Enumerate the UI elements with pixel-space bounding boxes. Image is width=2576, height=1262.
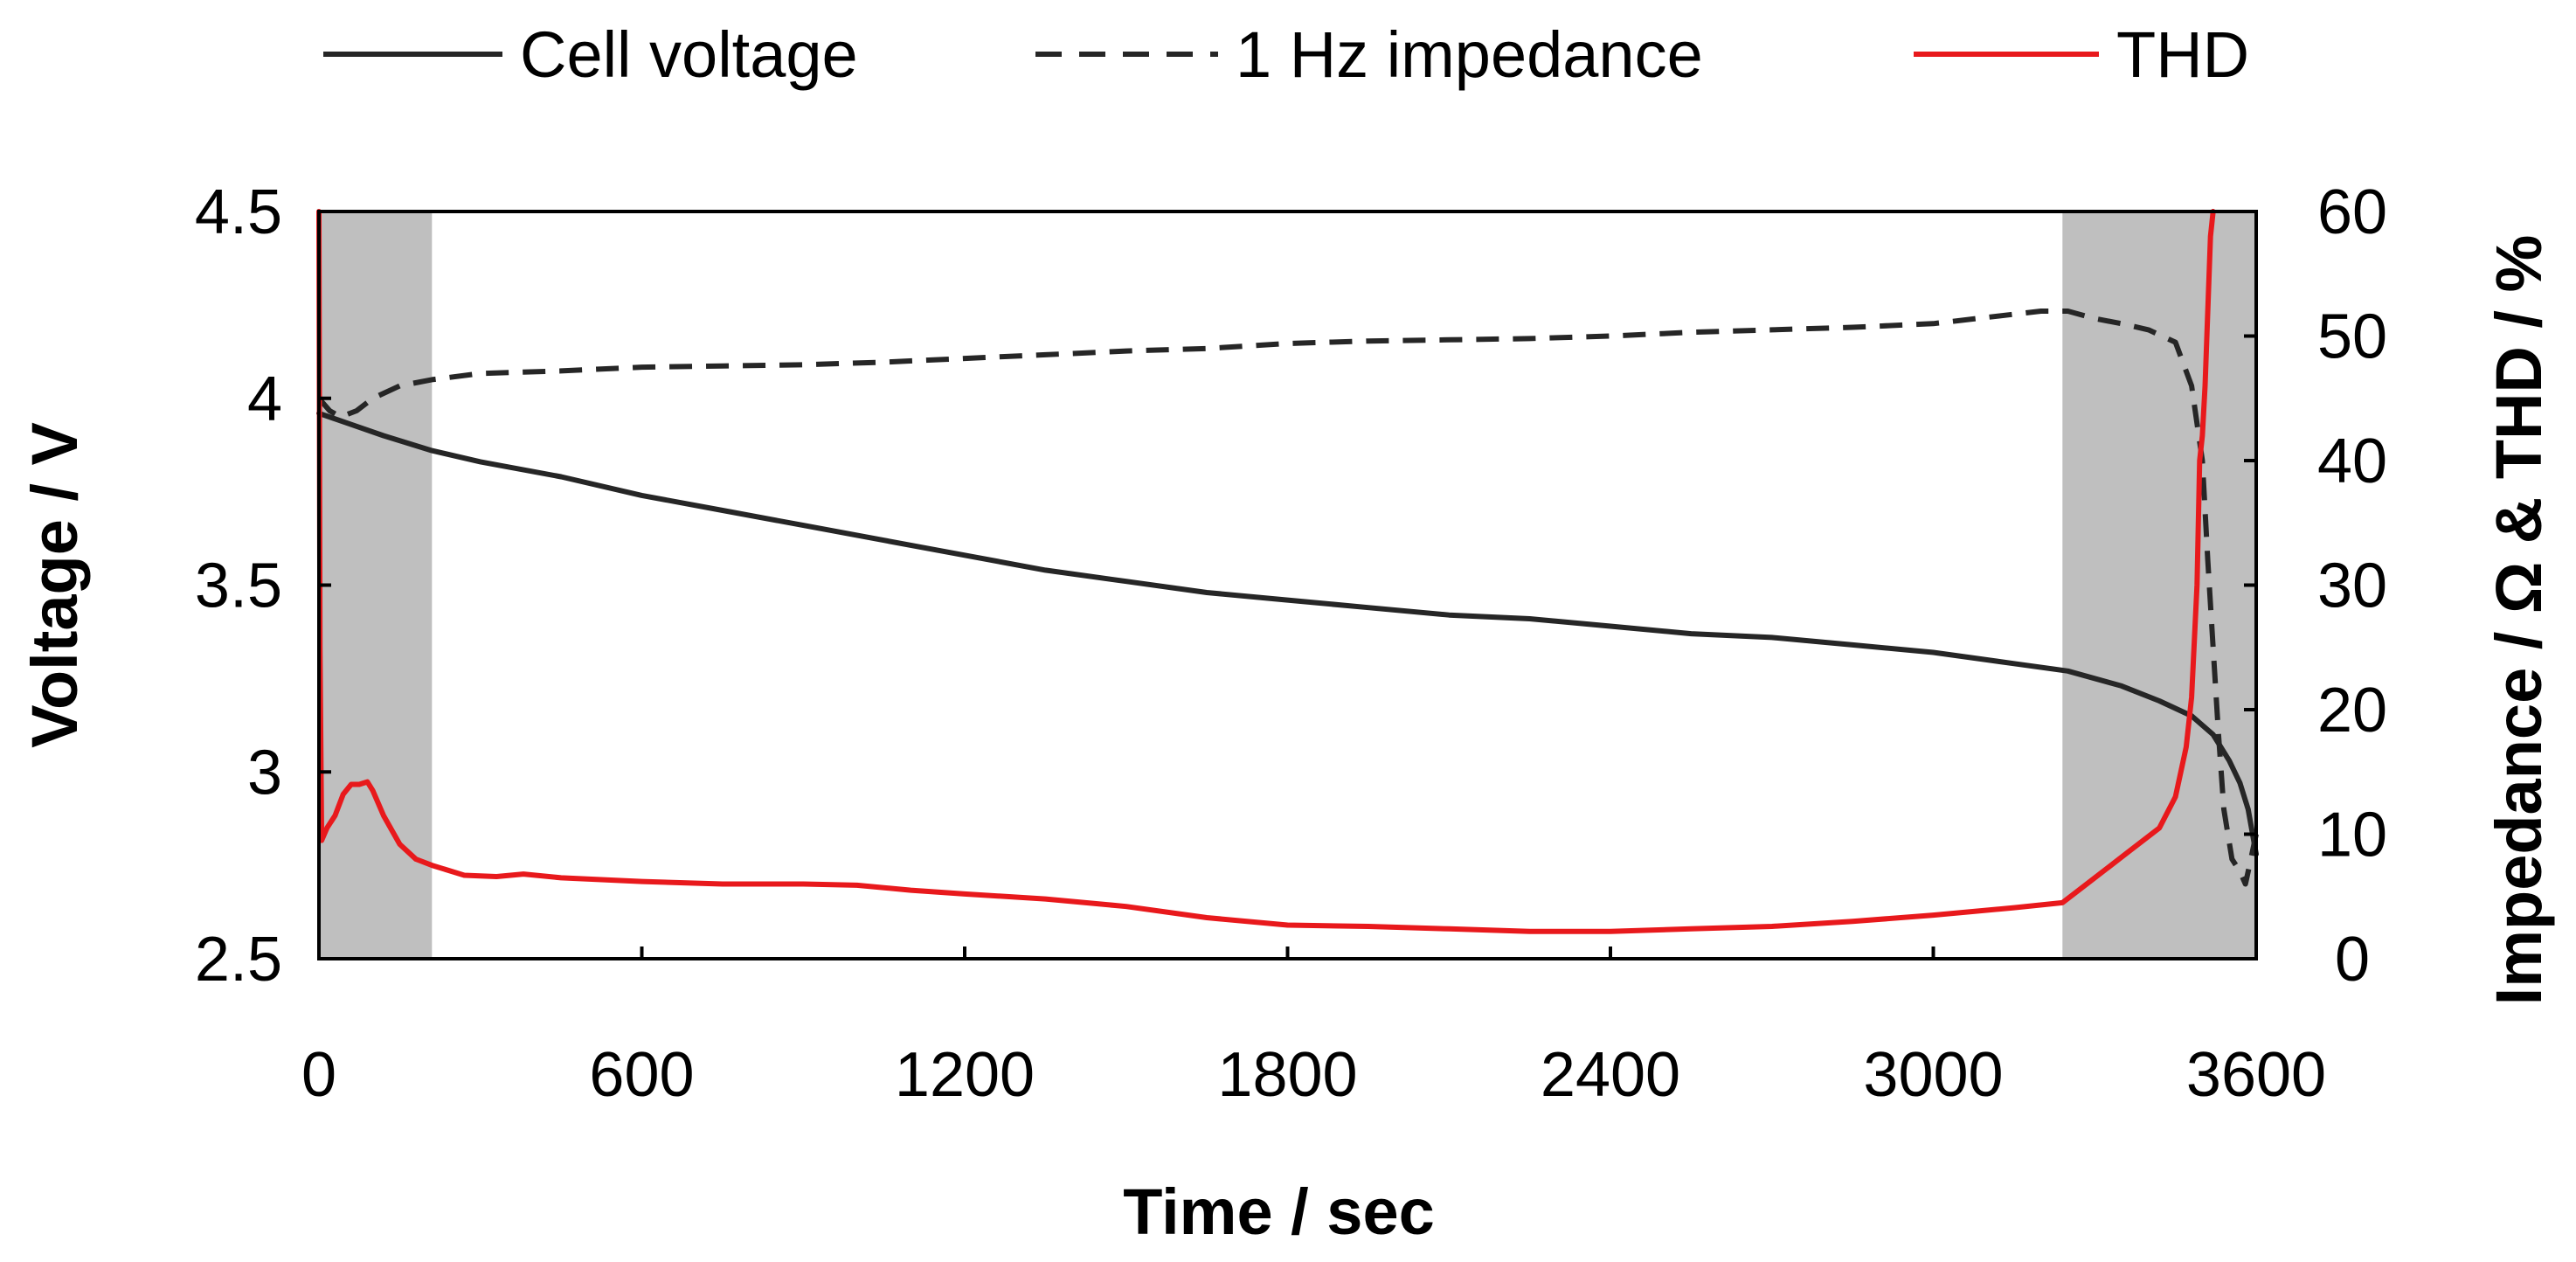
axes: 0 600 1200 1800 2400 3000 3600 2.5 3 3.5 4 4.5 0 10 20… [18,177,2555,1248]
x-axis-title: Time / sec [1123,1175,1435,1248]
x-tick-label: 1800 [1217,1040,1357,1110]
plot-area-frame [317,210,2258,960]
legend: Cell voltage 1 Hz impedance THD [323,18,2249,91]
y-tick-label: 2.5 [195,925,282,995]
series-line-1-hz-impedance [316,309,2259,887]
x-tick-label: 600 [589,1040,694,1110]
legend-label-thd: THD [2116,18,2249,91]
series-line-thd [316,209,2216,934]
x-tick-label: 3000 [1863,1040,2003,1110]
x-tick-label: 0 [301,1040,336,1110]
x-tick-label: 2400 [1541,1040,1680,1110]
y-tick-label: 4.5 [195,177,282,247]
y-axis-title: Voltage / V [18,422,91,748]
series-layer [316,209,2259,934]
legend-label-1-hz-impedance: 1 Hz impedance [1236,18,1703,91]
shaded-regions [319,211,2256,959]
y2-tick-label: 60 [2317,177,2387,247]
y-tick-label: 3 [247,738,282,808]
y2-tick-label: 10 [2317,801,2387,870]
shaded-region-2 [2062,211,2256,959]
y2-tick-label: 50 [2317,302,2387,372]
series-line-cell-voltage [316,410,2259,857]
y2-tick-label: 30 [2317,551,2387,621]
x-tick-label: 1200 [895,1040,1035,1110]
y2-axis-title: Impedance / Ω & THD / % [2483,235,2555,1006]
y-tick-label: 4 [247,364,282,434]
y2-tick-label: 0 [2335,925,2370,995]
legend-label-cell-voltage: Cell voltage [520,18,858,91]
y2-tick-label: 20 [2317,676,2387,745]
shaded-region-1 [319,211,433,959]
y2-tick-label: 40 [2317,426,2387,496]
y-tick-label: 3.5 [195,551,282,621]
x-tick-label: 3600 [2186,1040,2326,1110]
